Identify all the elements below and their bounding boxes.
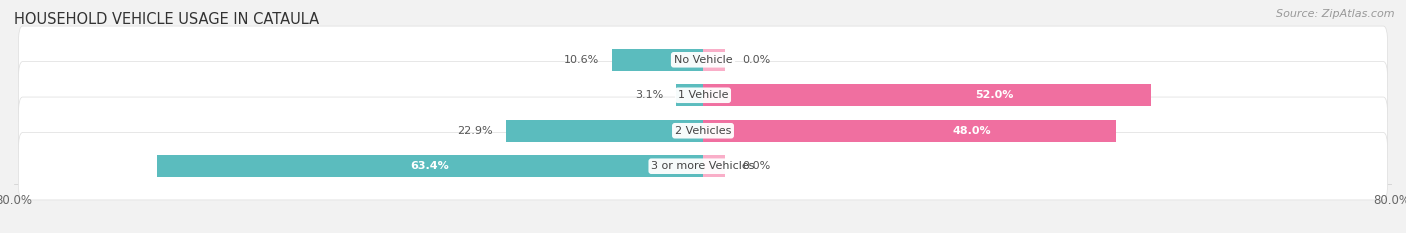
Text: 10.6%: 10.6% <box>564 55 599 65</box>
Bar <box>506 120 703 142</box>
Text: 0.0%: 0.0% <box>742 161 770 171</box>
Bar <box>157 155 703 177</box>
Text: 2 Vehicles: 2 Vehicles <box>675 126 731 136</box>
Text: 63.4%: 63.4% <box>411 161 450 171</box>
Text: 22.9%: 22.9% <box>457 126 494 136</box>
Bar <box>703 49 724 71</box>
Text: 3 or more Vehicles: 3 or more Vehicles <box>651 161 755 171</box>
Bar <box>612 49 703 71</box>
Text: 52.0%: 52.0% <box>974 90 1014 100</box>
FancyBboxPatch shape <box>18 62 1388 129</box>
Text: Source: ZipAtlas.com: Source: ZipAtlas.com <box>1277 9 1395 19</box>
FancyBboxPatch shape <box>18 97 1388 164</box>
FancyBboxPatch shape <box>18 26 1388 93</box>
Text: 3.1%: 3.1% <box>636 90 664 100</box>
Text: No Vehicle: No Vehicle <box>673 55 733 65</box>
Text: HOUSEHOLD VEHICLE USAGE IN CATAULA: HOUSEHOLD VEHICLE USAGE IN CATAULA <box>14 12 319 27</box>
Bar <box>703 84 1152 106</box>
Bar <box>676 84 703 106</box>
Bar <box>703 155 724 177</box>
FancyBboxPatch shape <box>18 133 1388 200</box>
Bar <box>703 120 1116 142</box>
Text: 0.0%: 0.0% <box>742 55 770 65</box>
Text: 48.0%: 48.0% <box>952 126 991 136</box>
Text: 1 Vehicle: 1 Vehicle <box>678 90 728 100</box>
